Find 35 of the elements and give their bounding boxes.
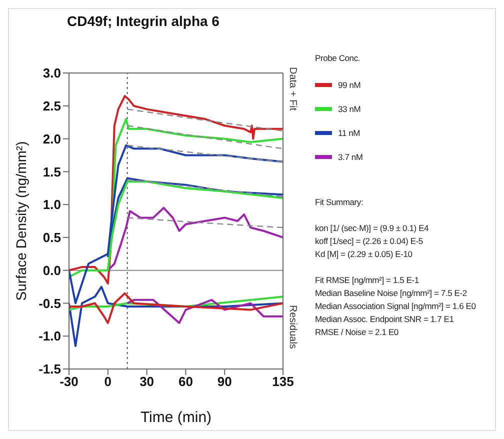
text: Median Baseline Noise [ng/mm²] = 7.5 E-2 [315, 288, 468, 298]
chart-title: CD49f; Integrin alpha 6 [67, 13, 220, 29]
legend-label: 99 nM [338, 80, 361, 90]
legend-label: 11 nM [338, 128, 360, 138]
y-tick-label: 0.0 [42, 262, 61, 278]
text: Fit Summary: [315, 197, 364, 207]
y-tick-label: -1.0 [38, 328, 61, 344]
text: Fit RMSE [ng/mm²] = 1.5 E-1 [315, 275, 420, 285]
text: Residuals [287, 305, 298, 349]
y-tick-label: 0.5 [42, 230, 61, 246]
y-tick-label: 2.5 [42, 98, 61, 114]
y-axis-title: Surface Density (ng/mm²) [12, 141, 29, 301]
y-tick-label: 1.0 [42, 197, 61, 212]
x-tick-label: -30 [60, 374, 78, 390]
text: RMSE / Noise = 2.1 E0 [315, 327, 400, 337]
text: kon [1/ (sec·M)] = (9.9 ± 0.1) E4 [315, 223, 430, 233]
legend-label: 3.7 nM [338, 152, 363, 162]
x-axis-title: Time (min) [140, 409, 212, 426]
legend-title: Probe Conc. [315, 53, 362, 63]
y-tick-label: -0.5 [38, 296, 61, 311]
x-tick-label: 135 [272, 374, 294, 390]
text: Kd [M] = (2.29 ± 0.05) E-10 [315, 249, 414, 259]
x-tick-label: 30 [140, 374, 154, 390]
y-tick-label: 3.0 [42, 66, 61, 81]
y-tick-label: 2.0 [42, 131, 61, 146]
x-tick-label: 0 [104, 374, 112, 390]
x-tick-label: 90 [217, 374, 232, 390]
text: koff [1/sec] = (2.26 ± 0.04) E-5 [315, 236, 424, 246]
x-tick-label: 60 [178, 374, 193, 390]
y-tick-label: -1.5 [38, 362, 61, 377]
y-tick-label: 1.5 [42, 164, 61, 180]
text: Median Association Signal [ng/mm²] = 1.6 E0 [315, 301, 477, 311]
text: Data + Fit [287, 67, 298, 111]
text: Median Assoc. Endpoint SNR = 1.7 E1 [315, 314, 455, 324]
legend-label: 33 nM [338, 104, 361, 114]
